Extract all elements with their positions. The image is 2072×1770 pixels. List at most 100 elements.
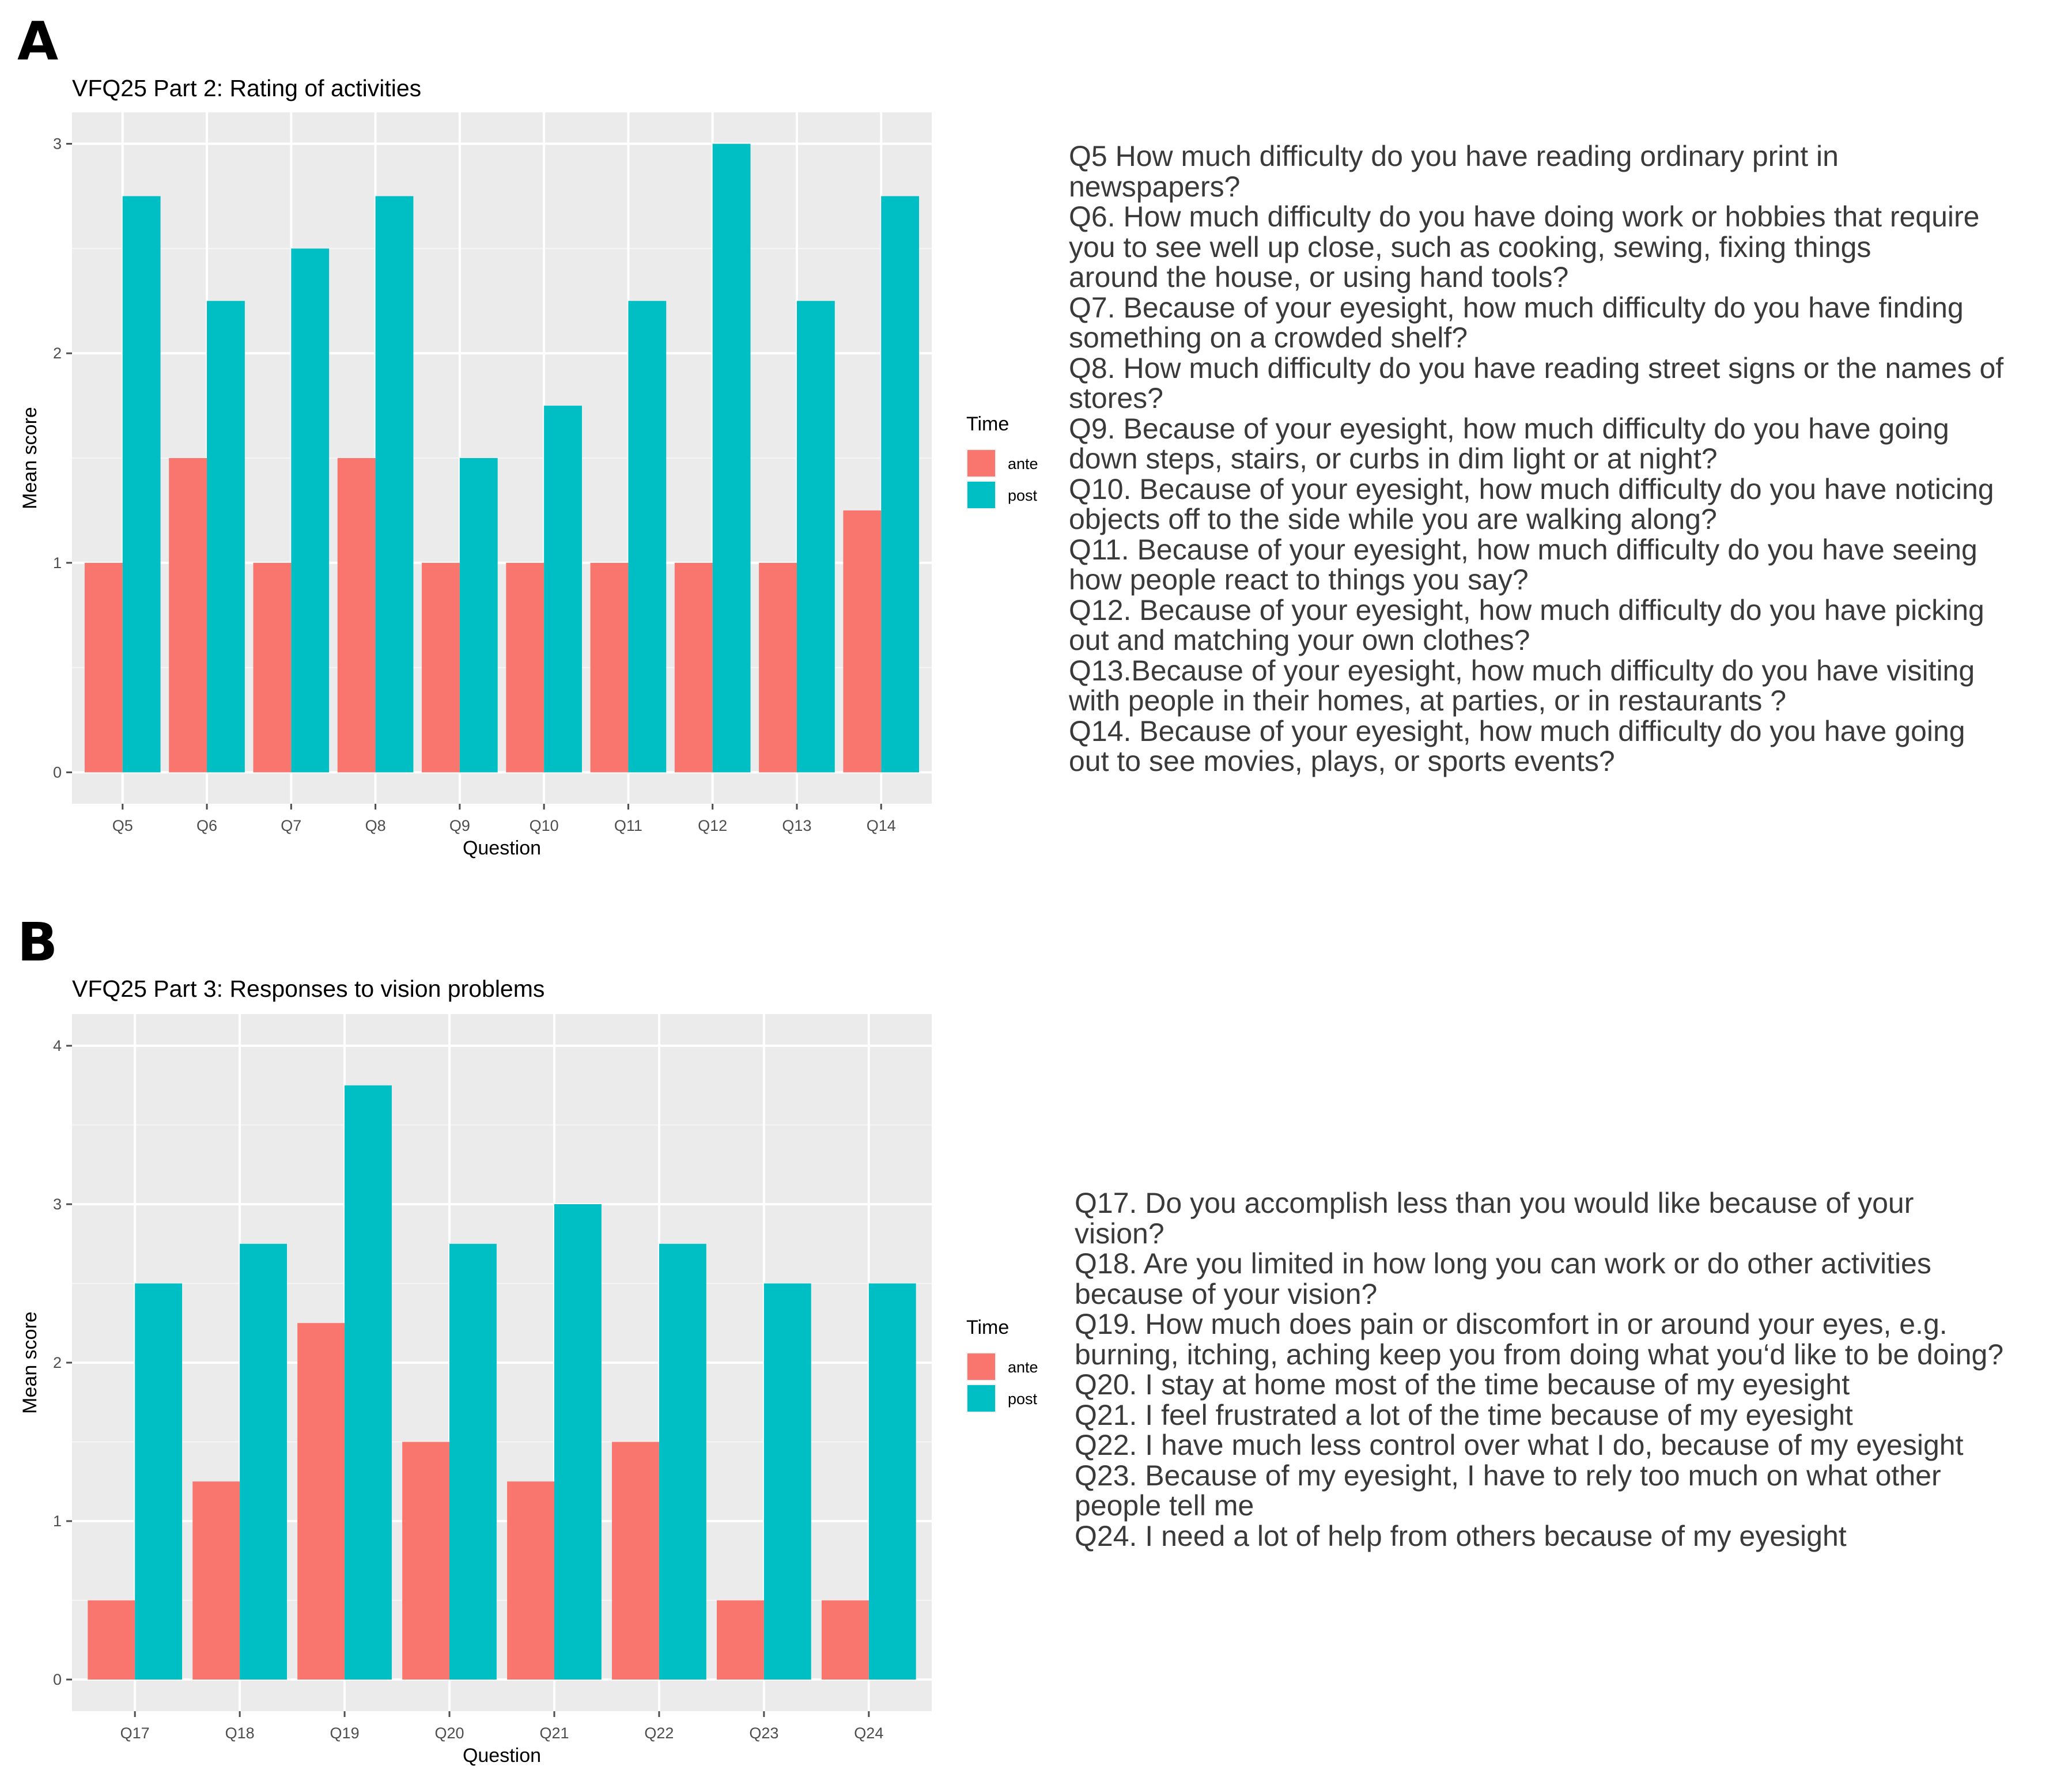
bar-post-q20 (449, 1243, 497, 1680)
x-tick-label: Q13 (782, 817, 811, 834)
bar-ante-q13 (759, 562, 797, 773)
y-tick-label: 2 (53, 1354, 62, 1371)
question-line: Q14. Because of your eyesight, how much … (1069, 714, 1965, 747)
x-tick-label: Q24 (854, 1724, 883, 1742)
y-tick-label: 3 (53, 135, 62, 153)
bar-ante-q19 (297, 1323, 345, 1680)
legend-swatch-ante (967, 450, 995, 476)
y-tick-label: 1 (53, 554, 62, 572)
bar-ante-q10 (506, 562, 545, 773)
question-line: you to see well up close, such as cookin… (1069, 230, 1871, 263)
bar-post-q12 (712, 143, 751, 773)
bar-ante-q6 (169, 458, 207, 773)
x-tick-label: Q5 (112, 817, 133, 834)
question-line: Q23. Because of my eyesight, I have to r… (1075, 1459, 1941, 1492)
bar-post-q8 (375, 196, 414, 773)
question-line: Q11. Because of your eyesight, how much … (1069, 533, 1978, 566)
bar-ante-q8 (337, 458, 376, 773)
x-tick-label: Q20 (435, 1724, 464, 1742)
bar-post-q22 (659, 1243, 706, 1680)
panel-label-a: A (17, 10, 59, 72)
y-axis-title: Mean score (19, 1311, 41, 1414)
question-line: Q20. I stay at home most of the time bec… (1075, 1368, 1850, 1401)
question-line: Q13.Because of your eyesight, how much d… (1069, 654, 1975, 687)
bar-ante-q18 (192, 1481, 240, 1680)
x-tick-label: Q11 (614, 817, 642, 834)
question-line: something on a crowded shelf? (1069, 322, 1468, 354)
bar-post-q14 (881, 196, 920, 773)
question-line: objects off to the side while you are wa… (1069, 503, 1717, 535)
bar-ante-q7 (253, 562, 292, 773)
y-tick-label: 2 (53, 345, 62, 362)
x-tick-label: Q18 (225, 1724, 255, 1742)
bar-ante-q5 (84, 562, 123, 773)
y-axis-title: Mean score (19, 407, 41, 509)
x-tick-label: Q10 (530, 817, 559, 834)
chart-part3-responses: VFQ25 Part 3: Responses to vision proble… (19, 975, 1038, 1767)
x-tick-label: Q7 (281, 817, 301, 834)
y-tick-label: 1 (53, 1512, 62, 1530)
bar-ante-q9 (422, 562, 460, 773)
question-line: Q24. I need a lot of help from others be… (1075, 1519, 1847, 1552)
bar-post-q23 (763, 1283, 811, 1680)
chart-title: VFQ25 Part 3: Responses to vision proble… (72, 975, 545, 1002)
bar-ante-q23 (717, 1600, 764, 1680)
question-line: Q21. I feel frustrated a lot of the time… (1075, 1398, 1853, 1431)
question-list-part3: Q17. Do you accomplish less than you wou… (1075, 1188, 2003, 1551)
bar-post-q19 (345, 1085, 392, 1680)
question-line: Q9. Because of your eyesight, how much d… (1069, 412, 1949, 445)
bar-post-q6 (207, 301, 245, 773)
bar-post-q9 (459, 458, 498, 773)
question-line: Q7. Because of your eyesight, how much d… (1069, 291, 1964, 324)
y-tick-label: 3 (53, 1196, 62, 1213)
question-line: stores? (1069, 382, 1163, 414)
chart-title: VFQ25 Part 2: Rating of activities (72, 75, 421, 101)
question-line: Q8. How much difficulty do you have read… (1069, 351, 2004, 384)
x-tick-label: Q12 (698, 817, 727, 834)
x-tick-label: Q14 (867, 817, 896, 834)
legend-label-post: post (1008, 487, 1038, 504)
bar-ante-q17 (88, 1600, 135, 1680)
bar-post-q5 (122, 196, 161, 773)
question-line: Q10. Because of your eyesight, how much … (1069, 472, 1994, 505)
panel-label-b: B (17, 912, 58, 973)
x-tick-label: Q9 (449, 817, 470, 834)
legend-title: Time (966, 413, 1009, 435)
question-list-part2: Q5 How much difficulty do you have readi… (1069, 141, 2003, 777)
bar-ante-q14 (843, 510, 882, 773)
bar-ante-q11 (590, 562, 629, 773)
bar-post-q10 (544, 406, 582, 773)
bar-ante-q24 (821, 1600, 869, 1680)
question-line: out to see movies, plays, or sports even… (1069, 745, 1615, 777)
bar-post-q18 (240, 1243, 287, 1680)
x-axis-title: Question (463, 1745, 541, 1767)
question-line: Q17. Do you accomplish less than you wou… (1075, 1187, 1914, 1219)
legend-swatch-ante (967, 1353, 995, 1380)
question-line: people tell me (1075, 1489, 1254, 1522)
bar-ante-q21 (507, 1481, 554, 1680)
legend-label-ante: ante (1008, 455, 1038, 472)
question-line: vision? (1075, 1217, 1164, 1250)
bar-post-q7 (291, 248, 330, 773)
legend-label-ante: ante (1008, 1359, 1038, 1376)
question-line: newspapers? (1069, 170, 1241, 203)
bar-ante-q22 (612, 1442, 659, 1680)
y-tick-label: 0 (53, 1671, 62, 1688)
legend-title: Time (966, 1317, 1009, 1338)
y-tick-label: 4 (53, 1037, 62, 1054)
question-line: burning, itching, aching keep you from d… (1075, 1338, 2004, 1371)
x-axis-title: Question (463, 837, 541, 859)
question-line: Q19. How much does pain or discomfort in… (1075, 1308, 1948, 1340)
question-line: Q6. How much difficulty do you have doin… (1069, 201, 1980, 233)
chart-part2-ratings: VFQ25 Part 2: Rating of activities 0 1 2 3 Q5… (19, 75, 1038, 859)
bar-post-q13 (796, 301, 835, 773)
question-line: Q12. Because of your eyesight, how much … (1069, 593, 1984, 626)
legend-label-post: post (1008, 1390, 1038, 1408)
question-line: Q18. Are you limited in how long you can… (1075, 1247, 1931, 1280)
y-tick-label: 0 (53, 763, 62, 781)
question-line: Q5 How much difficulty do you have readi… (1069, 140, 1839, 172)
question-line: Q22. I have much less control over what … (1075, 1429, 1964, 1461)
bar-ante-q20 (402, 1442, 450, 1680)
x-tick-label: Q22 (644, 1724, 674, 1742)
x-tick-label: Q8 (365, 817, 386, 834)
